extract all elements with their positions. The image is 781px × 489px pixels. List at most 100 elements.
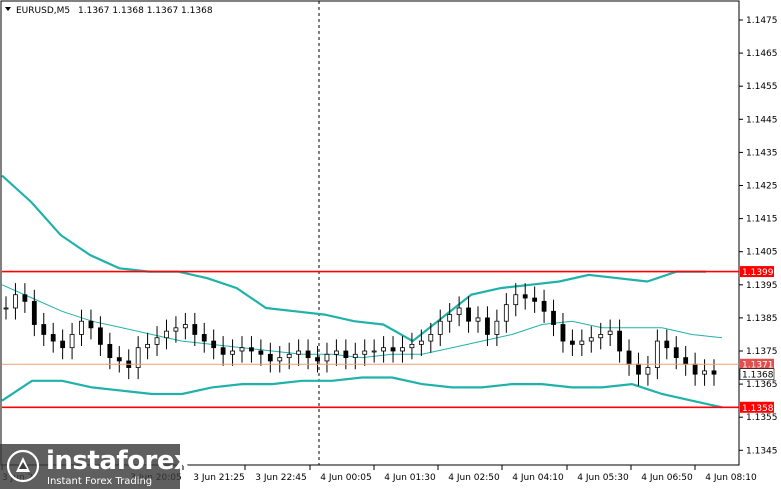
- candle: [286, 342, 292, 370]
- candle: [711, 359, 717, 386]
- bullish-candle-body: [79, 320, 84, 335]
- candle: [541, 289, 547, 323]
- candle: [702, 359, 707, 386]
- bearish-candle-body: [560, 324, 566, 342]
- price-tick-label: 1.1455: [746, 82, 778, 92]
- bearish-candle-body: [692, 363, 698, 375]
- price-tick-label: 1.1425: [746, 182, 778, 192]
- bearish-candle-body: [551, 310, 556, 325]
- bearish-candle-body: [211, 340, 217, 349]
- candle: [513, 283, 519, 317]
- price-tick-label: 1.1405: [746, 248, 778, 258]
- bullish-candle-body: [3, 307, 9, 310]
- middle-band-line: [1, 284, 723, 359]
- candle: [645, 355, 651, 386]
- candle: [173, 316, 179, 343]
- candle: [522, 283, 528, 310]
- candle: [230, 339, 235, 366]
- candle: [428, 322, 434, 353]
- candle: [22, 283, 28, 313]
- bearish-candle-body: [626, 350, 632, 365]
- level-price-badge-bg: [740, 266, 774, 278]
- bullish-candle-body: [230, 350, 235, 355]
- bullish-candle-body: [173, 327, 179, 332]
- candle: [475, 306, 481, 333]
- upper-band-line: [1, 174, 706, 343]
- bullish-candle-body: [588, 337, 594, 342]
- candle: [437, 309, 443, 347]
- candle: [98, 316, 103, 356]
- bullish-candle-body: [654, 340, 660, 368]
- bearish-candle-body: [50, 334, 56, 342]
- candle: [400, 336, 405, 363]
- bullish-candle-body: [164, 330, 169, 339]
- bearish-candle-body: [617, 330, 622, 352]
- plot-area[interactable]: [0, 0, 740, 466]
- price-tick-label: 1.1345: [746, 446, 778, 456]
- bearish-candle-body: [107, 343, 113, 359]
- candle: [135, 336, 141, 380]
- symbol-label: EURUSD,M5: [16, 6, 70, 16]
- price-tick-label: 1.1355: [746, 413, 778, 423]
- level-price-badge: 1.1358: [740, 401, 774, 414]
- candle: [239, 336, 245, 363]
- bearish-candle-body: [116, 357, 122, 362]
- bullish-candle-body: [456, 307, 462, 315]
- candle: [579, 329, 585, 356]
- candle: [182, 312, 188, 340]
- candle: [296, 339, 302, 366]
- bid-price-badge-text: 1.1368: [742, 371, 774, 381]
- bearish-candle-body: [673, 347, 679, 359]
- triangle-down-icon[interactable]: [5, 7, 11, 11]
- candle: [116, 346, 122, 373]
- time-tick-label: 4 Jun 08:10: [705, 473, 757, 483]
- bullish-candle-body: [145, 343, 151, 349]
- candle: [560, 312, 566, 353]
- candle: [88, 309, 94, 340]
- bearish-candle-body: [522, 294, 528, 299]
- candle: [551, 299, 556, 337]
- candle: [267, 342, 273, 373]
- bearish-candle-body: [315, 357, 320, 362]
- ask-price-badge: 1.1371: [740, 358, 774, 371]
- candle: [456, 296, 462, 327]
- candle: [654, 329, 660, 380]
- bearish-candle-body: [249, 347, 254, 352]
- candle: [390, 336, 396, 363]
- time-tick-label: 4 Jun 06:50: [641, 473, 693, 483]
- ask-price-badge-text: 1.1371: [742, 361, 774, 371]
- bullish-candle-body: [418, 340, 424, 345]
- bearish-candle-body: [532, 297, 538, 302]
- bullish-candle-body: [333, 350, 339, 355]
- price-axis: 1.1475 1.1465 1.1455 1.1445 1.1435 1.1425 1.14…: [739, 16, 778, 456]
- time-tick-label: 4 Jun 04:10: [512, 473, 564, 483]
- bearish-candle-body: [258, 350, 264, 355]
- bullish-candle-body: [702, 370, 707, 375]
- bearish-candle-body: [485, 317, 490, 335]
- time-tick-label: 4 Jun 01:30: [384, 473, 436, 483]
- level-lines: [2, 270, 739, 409]
- time-tick-label: 3 Jun 22:45: [255, 473, 306, 483]
- bearish-candle-body: [22, 294, 28, 302]
- bullish-candle-body: [579, 340, 585, 345]
- lower-band-line: [1, 376, 723, 409]
- candle: [60, 329, 66, 360]
- candle: [447, 303, 453, 333]
- bullish-candle-body: [409, 343, 415, 349]
- bearish-candle-body: [88, 320, 94, 329]
- candle: [485, 306, 490, 347]
- bearish-candle-body: [98, 327, 103, 345]
- price-tick-label: 1.1375: [746, 347, 778, 357]
- candle: [418, 329, 424, 356]
- candle: [371, 339, 377, 363]
- bullish-candle-body: [13, 294, 18, 309]
- candle: [164, 319, 169, 350]
- level-price-badge-text: 1.1399: [742, 268, 774, 278]
- candle: [13, 283, 18, 320]
- bullish-candle-body: [135, 347, 141, 368]
- time-tick-label: 4 Jun 05:30: [577, 473, 629, 483]
- time-tick-label: 4 Jun 02:50: [448, 473, 500, 483]
- candle: [154, 326, 160, 356]
- bullish-candle-body: [400, 347, 405, 352]
